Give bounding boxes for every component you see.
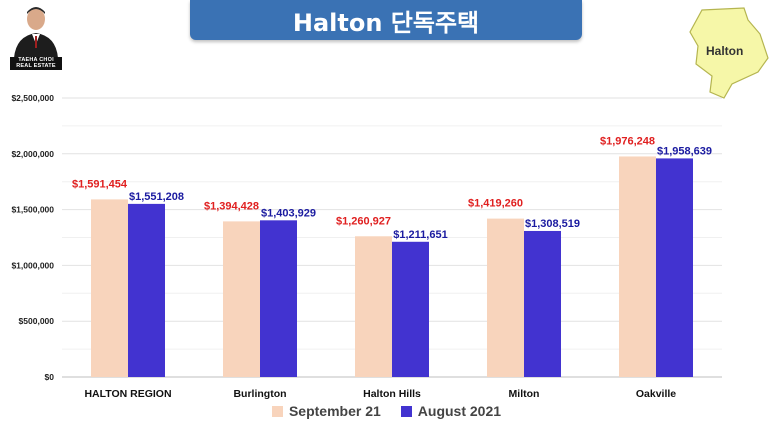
data-label-series-1: $1,591,454: [72, 178, 128, 190]
data-label-series-2: $1,308,519: [525, 218, 580, 230]
agent-photo: TAEHA CHOI REAL ESTATE: [10, 4, 62, 70]
x-category-label: Oakville: [636, 388, 676, 400]
person-icon: [10, 4, 62, 58]
bar-series-2: [260, 220, 297, 377]
data-label-series-2: $1,551,208: [129, 191, 184, 203]
x-category-label: HALTON REGION: [84, 388, 171, 400]
x-category-label: Halton Hills: [363, 388, 421, 400]
bar-series-2: [656, 158, 693, 377]
bar-series-1: [619, 156, 656, 377]
bar-series-2: [524, 230, 561, 377]
data-label-series-1: $1,976,248: [600, 135, 655, 147]
y-tick-label: $2,500,000: [11, 93, 54, 103]
data-label-series-2: $1,211,651: [393, 229, 447, 241]
bar-series-2: [128, 203, 165, 377]
halton-map: Halton: [688, 6, 770, 102]
legend-swatch-series-2: [400, 405, 412, 417]
data-label-series-2: $1,403,929: [261, 207, 316, 219]
data-label-series-2: $1,958,639: [657, 145, 712, 157]
data-label-series-1: $1,419,260: [468, 198, 523, 210]
data-label-series-1: $1,260,927: [336, 215, 391, 227]
legend-item-series-1: September 21: [271, 403, 381, 419]
bar-series-1: [91, 199, 128, 377]
y-tick-label: $0: [45, 372, 55, 382]
agent-caption: TAEHA CHOI REAL ESTATE: [10, 57, 62, 70]
x-category-label: Milton: [509, 388, 540, 400]
legend-item-series-2: August 2021: [400, 403, 502, 419]
y-tick-label: $500,000: [19, 316, 55, 326]
data-label-series-1: $1,394,428: [204, 200, 259, 212]
legend-label-series-1: September 21: [288, 403, 381, 419]
bar-series-1: [487, 218, 524, 377]
y-tick-label: $2,000,000: [11, 149, 54, 159]
y-tick-label: $1,500,000: [11, 205, 54, 215]
page-title: Halton 단독주택: [292, 8, 480, 37]
title-banner: Halton 단독주택: [190, 0, 582, 40]
bar-series-2: [392, 241, 429, 377]
bar-series-1: [223, 221, 260, 377]
region-map-icon: [689, 7, 769, 99]
x-category-label: Burlington: [233, 388, 286, 400]
legend-label-series-2: August 2021: [417, 403, 502, 419]
legend-swatch-series-1: [271, 405, 283, 417]
bar-series-1: [355, 236, 392, 377]
y-tick-label: $1,000,000: [11, 260, 54, 270]
legend: September 21 August 2021: [0, 403, 773, 419]
map-label: Halton: [706, 44, 744, 58]
